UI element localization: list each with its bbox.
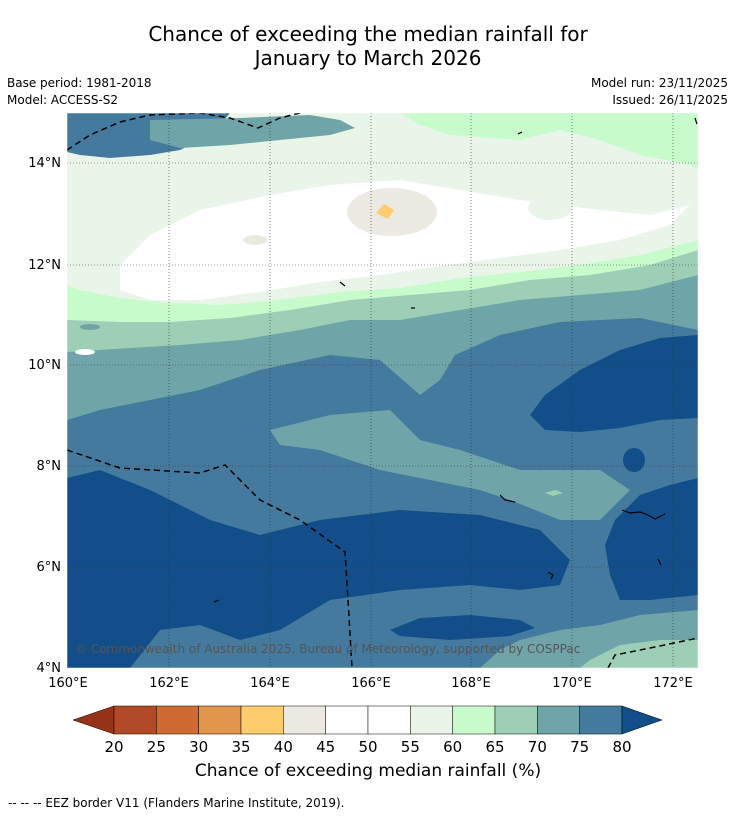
colorbar-tick-label: 40: [274, 738, 293, 756]
lat-axis: 4°N 6°N 8°N 10°N 12°N 14°N: [28, 156, 61, 676]
colorbar-tick-label: 75: [570, 738, 589, 756]
copyright-text: © Commonwealth of Australia 2025, Bureau…: [75, 642, 580, 656]
colorbar-tick-label: 65: [485, 738, 504, 756]
colorbar-tick-label: 20: [104, 738, 123, 756]
map-plot-area: [67, 113, 698, 668]
map-title-line2: January to March 2026: [254, 46, 482, 70]
plot-frame: [66, 112, 699, 669]
lon-label: 160°E: [48, 676, 88, 691]
colorbar-cell: [283, 705, 326, 735]
band-55-spot: [528, 196, 572, 220]
colorbar-over-arrow: [621, 705, 663, 735]
lon-label: 170°E: [552, 676, 592, 691]
colorbar: 20 25 30 35 40 45 50 55 60 65 70 75 80: [72, 705, 663, 756]
lat-label: 8°N: [37, 459, 62, 474]
band-80-west: [67, 470, 570, 668]
lon-label: 164°E: [250, 676, 290, 691]
map-title-line1: Chance of exceeding the median rainfall …: [148, 22, 588, 46]
colorbar-tick-label: 35: [231, 738, 250, 756]
colorbar-cell: [240, 705, 284, 735]
lat-label: 10°N: [28, 358, 61, 373]
lat-label: 14°N: [28, 156, 61, 171]
lon-label: 166°E: [351, 676, 391, 691]
colorbar-tick-label: 50: [358, 738, 377, 756]
model-run: Model run: 23/11/2025: [590, 76, 728, 90]
eez-legend: -- -- -- EEZ border V11 (Flanders Marine…: [8, 796, 345, 810]
colorbar-tick-label: 45: [316, 738, 335, 756]
colorbar-tick-label: 70: [528, 738, 547, 756]
eez-border: [67, 113, 698, 668]
band-80-se: [605, 478, 698, 600]
colorbar-under-arrow: [72, 705, 115, 735]
band-70-top: [150, 115, 355, 148]
colorbar-tick-label: 30: [189, 738, 208, 756]
colorbar-label: Chance of exceeding median rainfall (%): [194, 761, 542, 781]
colorbar-cell: [198, 705, 242, 735]
islands: [213, 117, 698, 603]
band-65b: [580, 640, 698, 668]
band-50-spot: [243, 235, 267, 245]
band-70b: [270, 410, 630, 520]
colorbar-cell: [579, 705, 623, 735]
colorbar-cell: [325, 705, 369, 735]
colorbar-cell: [452, 705, 496, 735]
colorbar-tick-label: 55: [401, 738, 420, 756]
band-35: [376, 204, 394, 219]
issued-date: Issued: 26/11/2025: [612, 93, 728, 107]
lon-axis: 160°E 162°E 164°E 166°E 168°E 170°E 172°…: [48, 676, 693, 691]
lat-label: 6°N: [37, 560, 62, 575]
colorbar-cell: [537, 705, 580, 735]
base-period: Base period: 1981-2018: [7, 76, 152, 90]
rainfall-map: © Commonwealth of Australia 2025, Bureau…: [28, 112, 699, 756]
colorbar-cell: [113, 705, 157, 735]
lon-label: 172°E: [653, 676, 693, 691]
graticule: [67, 113, 698, 668]
colorbar-cell: [410, 705, 453, 735]
band-80-spot: [623, 448, 645, 472]
band-80-south: [390, 615, 535, 640]
band-75-spot: [458, 360, 522, 384]
lat-label: 12°N: [28, 258, 61, 273]
band-70-left: [80, 324, 100, 330]
colorbar-tick-label: 25: [147, 738, 166, 756]
colorbar-cell: [367, 705, 411, 735]
colorbar-cell: [156, 705, 199, 735]
lon-label: 168°E: [451, 676, 491, 691]
lon-label: 162°E: [149, 676, 189, 691]
lat-label: 4°N: [37, 661, 62, 676]
band-50-left: [75, 349, 95, 355]
band-65-spot: [545, 490, 563, 496]
colorbar-tick-label: 60: [443, 738, 462, 756]
model-name: Model: ACCESS-S2: [7, 93, 119, 107]
colorbar-cell: [494, 705, 538, 735]
colorbar-tick-label: 80: [612, 738, 631, 756]
